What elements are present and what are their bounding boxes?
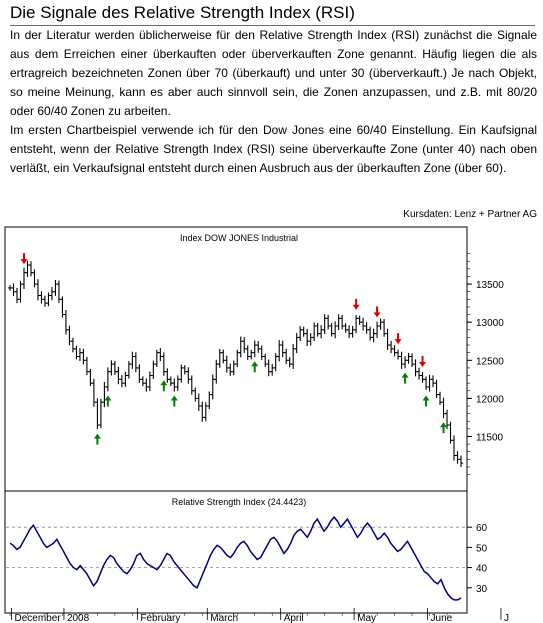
- rsi-tick-label: 50: [476, 543, 488, 554]
- buy-signal-arrow-head: [170, 395, 178, 401]
- example-paragraph: Im ersten Chartbeispiel verwende ich für…: [10, 123, 537, 175]
- buy-signal-arrow-head: [104, 395, 112, 401]
- rsi-tick-label: 30: [476, 584, 488, 595]
- price-tick-label: 11500: [476, 432, 504, 443]
- price-panel-title: Index DOW JONES Industrial: [180, 233, 298, 243]
- x-axis-month-label: December: [14, 613, 61, 623]
- buy-signal-arrow-head: [160, 380, 168, 386]
- rsi-tick-label: 60: [476, 523, 488, 534]
- buy-signal-arrow-head: [440, 422, 448, 428]
- price-tick-label: 13000: [476, 318, 504, 329]
- buy-signal-arrow-head: [401, 372, 409, 378]
- sell-signal-arrow-head: [352, 304, 360, 310]
- x-axis-month-label: April: [284, 613, 304, 623]
- price-tick-label: 13500: [476, 280, 504, 291]
- sell-signal-arrow-head: [394, 339, 402, 345]
- sell-signal-arrow-head: [20, 259, 28, 265]
- x-axis-month-label: February: [140, 613, 180, 623]
- rsi-tick-label: 40: [476, 564, 488, 575]
- chart-frame: [4, 226, 468, 614]
- buy-signal-arrow-head: [422, 395, 430, 401]
- sell-signal-arrow-head: [419, 361, 427, 367]
- price-tick-label: 12500: [476, 356, 504, 367]
- dow-jones-rsi-chart: Index DOW JONES Industrial Relative Stre…: [4, 226, 509, 623]
- x-axis-month-label: June: [431, 613, 453, 623]
- x-axis-month-label: J: [504, 613, 509, 623]
- buy-signal-arrow-head: [251, 361, 259, 367]
- price-tick-label: 12000: [476, 394, 504, 405]
- x-axis-month-label: March: [210, 613, 238, 623]
- x-axis-month-label: May: [357, 613, 376, 623]
- data-source-credit: Kursdaten: Lenz + Partner AG: [403, 209, 537, 220]
- buy-signal-arrow-head: [93, 433, 101, 439]
- rsi-panel-title: Relative Strength Index (24.4423): [172, 497, 307, 507]
- x-axis-month-label: 2008: [67, 613, 90, 623]
- article-heading: Die Signale des Relative Strength Index …: [10, 2, 535, 26]
- intro-paragraph: In der Literatur werden üblicherweise fü…: [10, 28, 537, 118]
- sell-signal-arrow-head: [373, 312, 381, 318]
- rsi-series-line: [9, 515, 462, 601]
